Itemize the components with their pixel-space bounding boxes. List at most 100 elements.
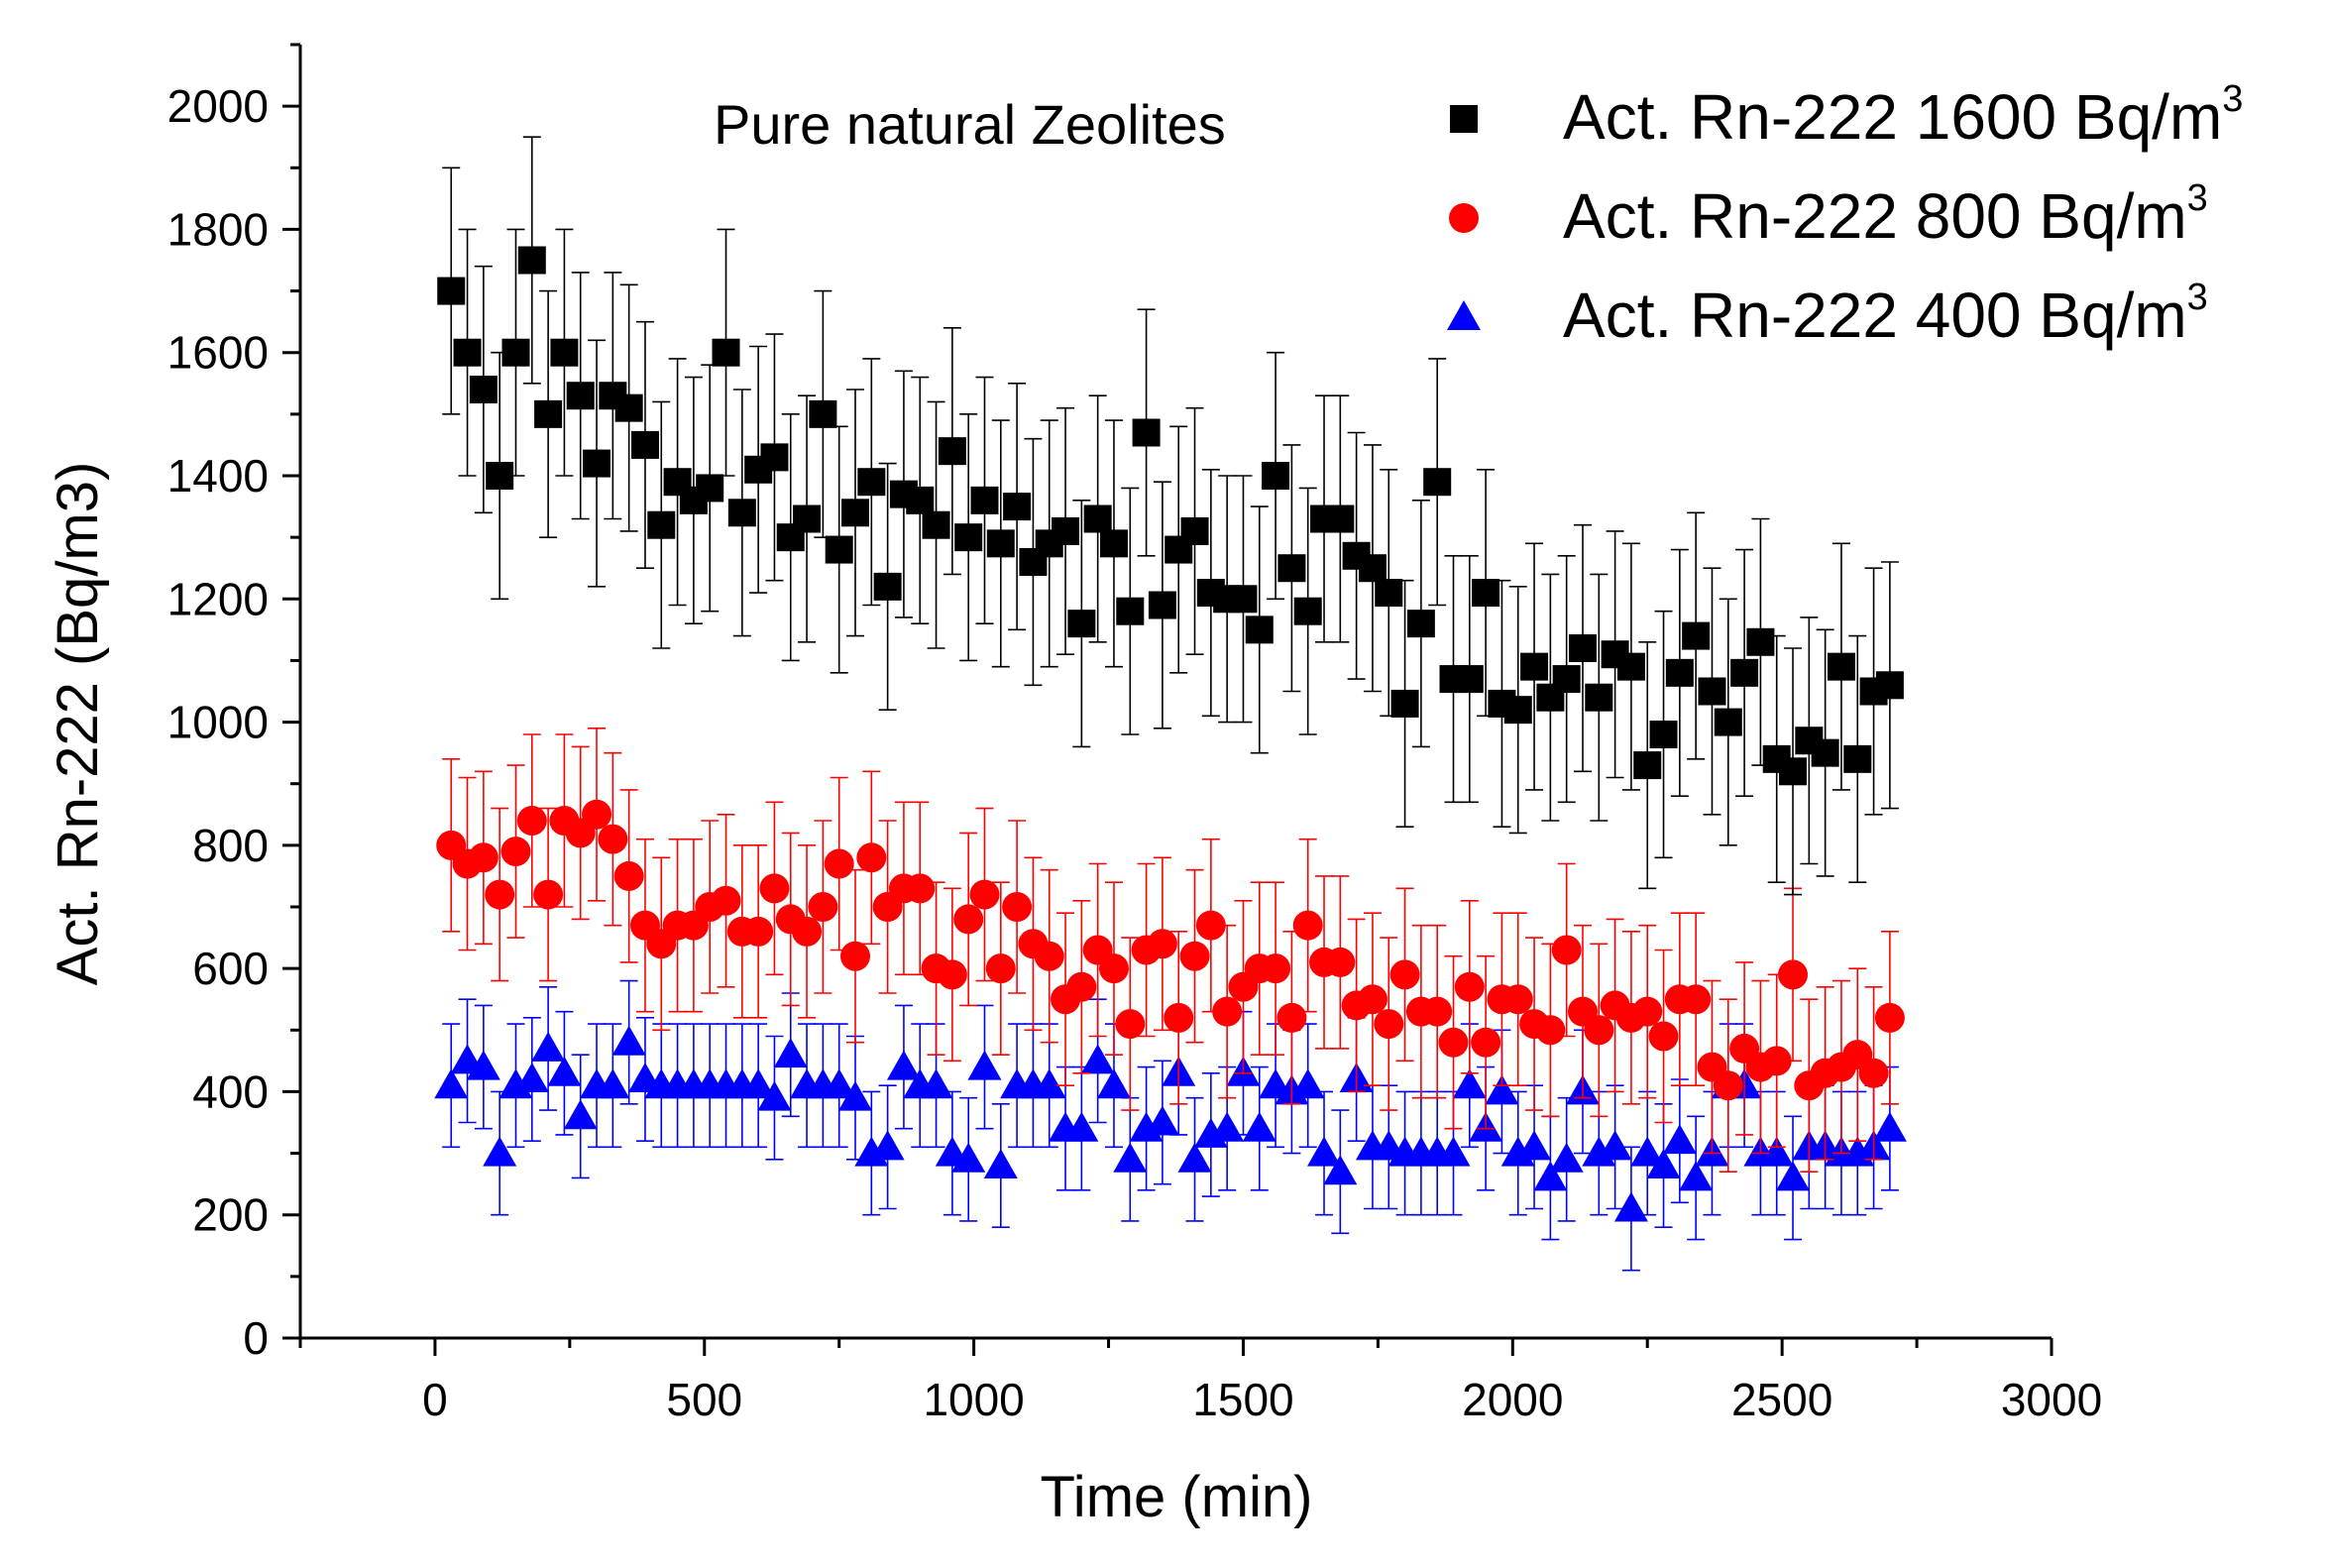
data-point — [1422, 996, 1453, 1027]
data-point — [969, 879, 1000, 910]
axes: 0 500 1000 1500 2000 2500 3000 0 200 400 600 800 100… — [167, 43, 2102, 1425]
data-point — [563, 1099, 598, 1130]
data-point — [1875, 671, 1904, 700]
data-point — [1374, 1009, 1404, 1040]
data-point — [1549, 1142, 1584, 1173]
y-tick-label: 200 — [192, 1189, 269, 1241]
data-point — [1067, 610, 1096, 638]
data-point — [1679, 1161, 1714, 1191]
data-point — [1389, 959, 1420, 990]
data-point — [1323, 1155, 1358, 1185]
data-point — [1096, 1068, 1131, 1099]
data-point — [1132, 418, 1161, 447]
data-point — [582, 799, 612, 830]
data-point — [824, 848, 854, 879]
data-point — [500, 837, 531, 867]
data-point — [1503, 696, 1532, 725]
data-point — [1811, 738, 1839, 767]
data-point — [757, 1080, 792, 1111]
data-point — [1552, 665, 1581, 694]
data-point — [983, 1149, 1018, 1178]
data-point — [1568, 634, 1597, 662]
x-tick-label: 0 — [422, 1374, 448, 1425]
data-point — [1517, 1130, 1552, 1161]
y-tick-label: 1200 — [167, 573, 269, 624]
y-tick-label: 600 — [192, 943, 269, 994]
data-point — [1245, 616, 1274, 644]
data-point — [793, 504, 822, 533]
data-point — [1485, 1074, 1519, 1105]
data-point — [822, 1068, 856, 1099]
data-point — [1406, 610, 1435, 638]
x-tick-label: 1000 — [923, 1374, 1024, 1425]
x-tick-label: 2500 — [1731, 1374, 1832, 1425]
data-point — [1665, 658, 1694, 687]
data-point — [1116, 597, 1145, 625]
data-point — [825, 535, 853, 564]
data-point — [1147, 929, 1177, 959]
data-point — [953, 904, 984, 935]
data-point — [1438, 1027, 1469, 1058]
legend-marker-square — [1450, 105, 1478, 133]
data-point — [1698, 677, 1726, 706]
data-point — [1533, 1161, 1568, 1191]
data-point — [1827, 652, 1855, 681]
data-point — [1520, 652, 1549, 681]
y-tick-label: 800 — [192, 820, 269, 871]
legend-label-superscript: 3 — [2222, 78, 2243, 120]
y-tick-label: 400 — [192, 1065, 269, 1117]
data-point — [1759, 1136, 1794, 1167]
data-point — [1375, 579, 1403, 608]
data-point — [1164, 1002, 1194, 1033]
data-point — [550, 338, 579, 367]
data-point — [743, 916, 774, 947]
data-point — [1455, 665, 1484, 694]
data-point — [1034, 941, 1064, 971]
data-point — [986, 529, 1015, 558]
legend: Act. Rn-222 1600 Bq/m3 Act. Rn-222 800 Bq… — [1447, 78, 2243, 351]
data-point — [773, 1038, 808, 1068]
data-point — [1649, 721, 1678, 748]
data-point — [1179, 941, 1210, 971]
data-point — [1261, 953, 1291, 984]
series-circle — [436, 727, 1905, 1174]
data-point — [1714, 708, 1742, 736]
data-point — [1616, 652, 1645, 681]
data-point — [1002, 892, 1033, 922]
data-point — [759, 873, 790, 904]
data-point — [437, 277, 466, 305]
data-point — [870, 1130, 905, 1161]
data-point — [809, 399, 837, 428]
x-tick-label: 2000 — [1462, 1374, 1563, 1425]
legend-label: Act. Rn-222 800 Bq/m3 — [1563, 177, 2208, 252]
data-point — [1099, 529, 1128, 558]
data-point — [1778, 959, 1809, 990]
y-tick-label: 1600 — [167, 327, 269, 379]
data-point — [1452, 1068, 1487, 1099]
legend-marker-triangle — [1447, 300, 1481, 330]
data-point — [1632, 996, 1663, 1027]
data-point — [856, 842, 887, 873]
data-point — [1713, 1070, 1743, 1101]
data-point — [1242, 1111, 1276, 1142]
data-point — [1292, 910, 1323, 941]
series-triangle — [434, 979, 1907, 1272]
data-point — [453, 338, 482, 367]
y-tick-label: 1400 — [167, 450, 269, 502]
data-point — [838, 1080, 873, 1111]
data-point — [760, 443, 789, 472]
data-point — [485, 879, 515, 910]
data-point — [727, 499, 756, 527]
data-point — [696, 474, 724, 503]
data-point — [1436, 1136, 1471, 1167]
data-point — [1212, 996, 1243, 1027]
data-point — [1598, 1130, 1632, 1161]
data-point — [1423, 468, 1452, 497]
data-point — [630, 430, 659, 459]
data-point — [938, 437, 966, 466]
legend-label-text: Act. Rn-222 1600 Bq/m — [1563, 81, 2222, 153]
data-point — [1584, 1015, 1614, 1046]
x-axis-title: Time (min) — [1041, 1465, 1313, 1529]
data-point — [1502, 984, 1533, 1015]
